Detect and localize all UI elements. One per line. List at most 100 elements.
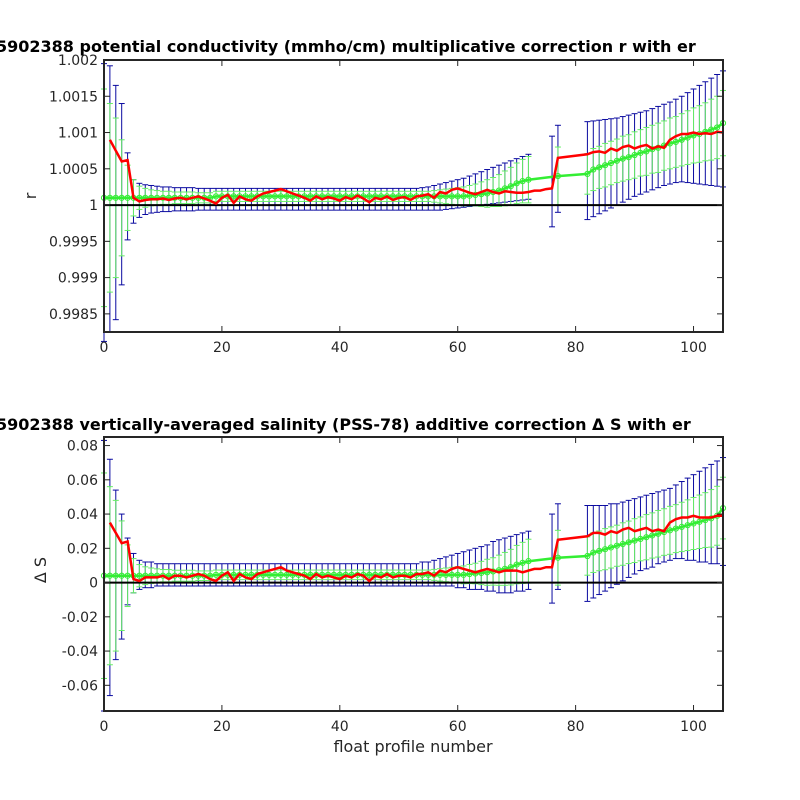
green-point xyxy=(637,535,644,542)
green-point xyxy=(106,194,113,201)
green-point xyxy=(324,571,332,578)
green-point xyxy=(124,194,131,201)
green-point xyxy=(283,571,290,578)
green-point xyxy=(136,572,143,579)
green-point xyxy=(519,178,526,185)
chart-title: 5902388 potential conductivity (mmho/cm)… xyxy=(0,37,696,56)
green-point xyxy=(678,523,685,531)
green-point xyxy=(112,572,119,579)
y-tick-label: 1.001 xyxy=(58,126,98,142)
green-point xyxy=(212,571,220,578)
green-point xyxy=(283,193,290,200)
x-tick-label: 0 xyxy=(100,719,109,735)
green-point xyxy=(507,183,514,190)
green-point xyxy=(684,522,691,529)
green-point xyxy=(277,193,284,200)
green-point xyxy=(436,193,444,200)
x-tick-label: 40 xyxy=(331,340,349,356)
x-axis-label: float profile number xyxy=(333,737,493,756)
conductivity-panel: 0 20 40 60 80 100 0.9985 0.999 0.9995 1 1.0005 1.00… xyxy=(0,37,727,356)
green-point xyxy=(248,571,255,578)
green-point xyxy=(513,180,520,187)
green-point xyxy=(448,571,455,578)
green-point xyxy=(649,146,656,153)
green-point xyxy=(307,193,314,200)
green-point xyxy=(336,571,343,578)
green-point xyxy=(631,151,638,159)
y-axis-label: Δ S xyxy=(31,557,50,583)
green-point xyxy=(708,126,715,133)
green-point xyxy=(212,193,220,200)
green-point xyxy=(118,194,125,201)
green-point xyxy=(643,534,650,541)
red-series-line xyxy=(108,514,723,583)
green-point xyxy=(584,170,591,177)
green-point xyxy=(448,193,455,200)
x-tick-label: 20 xyxy=(213,340,231,356)
x-tick-label: 0 xyxy=(100,340,109,356)
y-tick-label: 1 xyxy=(89,198,98,214)
green-point xyxy=(525,176,532,183)
green-point xyxy=(271,193,279,200)
green-point xyxy=(590,166,597,173)
green-point xyxy=(366,193,373,200)
green-point xyxy=(590,549,597,556)
green-point xyxy=(619,540,626,548)
x-tick-label: 100 xyxy=(680,340,707,356)
x-tick-label: 80 xyxy=(567,340,585,356)
y-tick-label: -0.06 xyxy=(62,678,98,694)
green-point xyxy=(118,572,125,579)
y-tick-label: 0 xyxy=(89,576,98,592)
green-point xyxy=(460,571,467,578)
green-point xyxy=(336,193,343,200)
green-point xyxy=(513,561,520,568)
y-tick-label: 0.02 xyxy=(67,541,98,557)
green-point xyxy=(625,539,632,546)
x-tick-label: 40 xyxy=(331,719,349,735)
blue-error-bar xyxy=(549,135,556,228)
green-point xyxy=(265,571,273,578)
green-point xyxy=(372,571,379,578)
green-point xyxy=(342,571,349,578)
green-point xyxy=(460,193,467,200)
green-point xyxy=(584,552,591,560)
green-point xyxy=(625,154,632,161)
green-point xyxy=(248,193,255,200)
y-tick-label: 0.04 xyxy=(67,507,98,523)
green-point xyxy=(672,525,679,532)
y-tick-label: 1.0005 xyxy=(49,162,98,178)
green-point xyxy=(342,193,349,200)
green-point xyxy=(666,527,674,534)
y-tick-label: 0.999 xyxy=(58,271,98,287)
green-point xyxy=(607,544,615,551)
x-tick-label: 60 xyxy=(449,340,467,356)
green-point xyxy=(619,155,626,162)
green-point xyxy=(124,572,131,579)
green-point xyxy=(643,148,650,155)
green-point xyxy=(672,138,679,146)
plot-layer: 0 20 40 60 80 100 -0.06 -0.04 -0.02 0 0.02 0.04 0.06… xyxy=(62,436,727,735)
y-tick-label: 0.06 xyxy=(67,473,98,489)
x-tick-label: 80 xyxy=(567,719,585,735)
axes-box xyxy=(103,59,724,333)
green-point xyxy=(613,542,620,549)
y-tick-label: 0.9985 xyxy=(49,307,98,323)
green-point xyxy=(324,193,332,200)
green-point xyxy=(649,532,656,539)
green-point xyxy=(631,537,638,544)
green-point xyxy=(436,571,444,578)
green-point xyxy=(265,193,273,200)
green-point xyxy=(690,520,697,527)
x-tick-label: 60 xyxy=(449,719,467,735)
x-tick-label: 100 xyxy=(680,719,707,735)
green-point xyxy=(655,530,662,537)
green-point xyxy=(637,149,644,156)
green-point xyxy=(714,124,721,131)
y-tick-label: -0.04 xyxy=(62,644,98,660)
y-tick-label: 0.08 xyxy=(67,439,98,455)
salinity-panel: 0 20 40 60 80 100 -0.06 -0.04 -0.02 0 0.02 0.04 0.06… xyxy=(0,415,727,756)
y-tick-label: -0.02 xyxy=(62,610,98,626)
chart-title: 5902388 vertically-averaged salinity (PS… xyxy=(0,415,691,434)
green-point xyxy=(230,193,237,200)
